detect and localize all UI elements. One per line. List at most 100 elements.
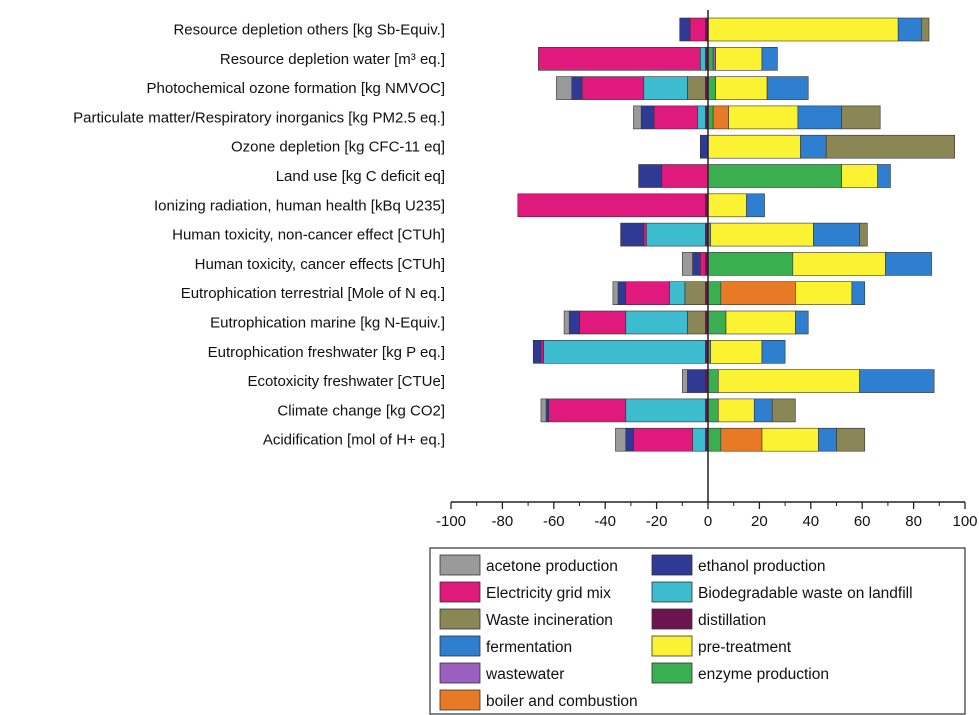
bar-pre-treatment-7 (710, 222, 814, 247)
bar-biodegradable-waste-on-landfill-7 (646, 222, 706, 247)
bar-boiler-and-combustion-9 (720, 281, 796, 306)
bar-fermentation-2 (766, 76, 809, 100)
category-label: Ozone depletion [kg CFC-11 eq] (231, 139, 445, 156)
legend-label-electricity-grid-mix: Electricity grid mix (486, 585, 611, 602)
bar-pre-treatment-10 (725, 310, 796, 335)
x-tick-label: -20 (646, 513, 668, 530)
bar-ethanol-production-0 (679, 17, 691, 42)
legend-label-enzyme-production: enzyme production (698, 666, 829, 683)
legend: acetone production ethanol production Elec… (429, 547, 966, 715)
bar-enzyme-production-5 (707, 164, 842, 188)
bar-ethanol-production-5 (638, 164, 663, 188)
bar-ethanol-production-4 (699, 134, 709, 159)
bar-electricity-grid-mix-10 (579, 310, 627, 335)
bar-ethanol-production-11 (532, 339, 542, 364)
bar-pre-treatment-9 (795, 281, 853, 306)
x-tick-label: 0 (704, 513, 712, 530)
x-tick-label: -100 (436, 513, 466, 530)
category-label: Eutrophication freshwater [kg P eq.] (208, 344, 445, 361)
axes: -100 -80 -60 -40 -20 0 20 40 60 80 100 (436, 10, 978, 530)
bar-pre-treatment-14 (761, 427, 819, 452)
bar-electricity-grid-mix-1 (538, 46, 701, 71)
bar-ethanol-production-8 (692, 252, 701, 276)
bar-fermentation-10 (795, 310, 809, 335)
category-label: Eutrophication marine [kg N-Equiv.] (210, 315, 445, 332)
legend-label-wastewater: wastewater (485, 666, 564, 683)
bars-layer (517, 17, 956, 452)
category-label: Resource depletion others [kg Sb-Equiv.] (173, 22, 445, 39)
bar-enzyme-production-3 (707, 105, 714, 130)
bar-electricity-grid-mix-7 (643, 222, 647, 247)
legend-label-fermentation: fermentation (486, 639, 572, 656)
bar-boiler-and-combustion-14 (720, 427, 763, 452)
bar-enzyme-production-1 (707, 46, 714, 71)
bar-waste-incineration-positive-4 (825, 134, 956, 159)
bar-enzyme-production-14 (707, 427, 722, 452)
bar-acetone-production-9 (612, 281, 619, 306)
category-label: Acidification [mol of H+ eq.] (263, 432, 445, 449)
legend-label-acetone-production: acetone production (486, 558, 618, 575)
category-label: Ionizing radiation, human health [kBq U2… (154, 197, 445, 214)
legend-label-distillation: distillation (698, 612, 766, 629)
x-tick-label: 20 (751, 513, 768, 530)
bar-electricity-grid-mix-8 (699, 252, 706, 276)
bar-fermentation-6 (746, 193, 765, 218)
legend-swatch-pre-treatment (651, 635, 693, 657)
bar-waste-incineration-positive-14 (836, 427, 866, 452)
legend-swatch-boiler-and-combustion (439, 689, 481, 711)
bar-fermentation-5 (877, 164, 891, 188)
bar-waste-incineration-2 (687, 76, 706, 100)
bar-biodegradable-waste-on-landfill-3 (697, 105, 706, 130)
category-label: Ecotoxicity freshwater [CTUe] (247, 373, 445, 390)
bar-pre-treatment-1 (715, 46, 763, 71)
bar-ethanol-production-10 (568, 310, 580, 335)
bar-fermentation-3 (797, 105, 842, 130)
bar-electricity-grid-mix-2 (581, 76, 645, 100)
bar-pre-treatment-12 (717, 369, 860, 393)
bar-pre-treatment-2 (715, 76, 768, 100)
bar-pre-treatment-11 (710, 339, 763, 364)
legend-box (429, 547, 966, 715)
legend-swatch-acetone-production (439, 554, 481, 576)
bar-biodegradable-waste-on-landfill-9 (669, 281, 686, 306)
bar-enzyme-production-2 (707, 76, 717, 100)
bar-fermentation-12 (859, 369, 935, 393)
bar-acetone-production-2 (556, 76, 573, 100)
legend-label-boiler-and-combustion: boiler and combustion (486, 693, 638, 710)
bar-waste-incineration-positive-3 (841, 105, 881, 130)
bar-biodegradable-waste-on-landfill-11 (543, 339, 706, 364)
bar-pre-treatment-13 (717, 398, 755, 423)
bar-biodegradable-waste-on-landfill-13 (625, 398, 706, 423)
bar-biodegradable-waste-on-landfill-10 (625, 310, 688, 335)
bar-waste-incineration-10 (687, 310, 706, 335)
bar-ethanol-production-7 (620, 222, 645, 247)
legend-swatch-waste-incineration (439, 608, 481, 630)
bar-fermentation-14 (818, 427, 837, 452)
bar-ethanol-production-9 (617, 281, 627, 306)
x-tick-label: 40 (802, 513, 819, 530)
bar-pre-treatment-5 (841, 164, 878, 188)
bar-pre-treatment-3 (728, 105, 799, 130)
bar-fermentation-1 (761, 46, 778, 71)
legend-label-pre-treatment: pre-treatment (698, 639, 792, 656)
bar-acetone-production-3 (633, 105, 642, 130)
bar-electricity-grid-mix-3 (653, 105, 699, 130)
legend-label-biodegradable-waste-on-landfill: Biodegradable waste on landfill (698, 585, 913, 602)
bar-ethanol-production-13 (545, 398, 549, 423)
bar-acetone-production-8 (681, 252, 693, 276)
bar-enzyme-production-8 (707, 252, 794, 276)
category-labels: Resource depletion others [kg Sb-Equiv.]… (73, 22, 445, 449)
bar-acetone-production-12 (681, 369, 688, 393)
bar-wastewater-1 (712, 46, 717, 71)
bar-waste-incineration-positive-13 (771, 398, 796, 423)
bar-fermentation-13 (753, 398, 773, 423)
bar-ethanol-production-12 (687, 369, 706, 393)
bar-waste-incineration-positive-0 (921, 17, 930, 42)
bar-electricity-grid-mix-0 (689, 17, 706, 42)
bar-ethanol-production-3 (640, 105, 655, 130)
bar-electricity-grid-mix-14 (633, 427, 693, 452)
bar-pre-treatment-6 (707, 193, 747, 218)
x-tick-label: 60 (854, 513, 871, 530)
bar-electricity-grid-mix-9 (625, 281, 670, 306)
